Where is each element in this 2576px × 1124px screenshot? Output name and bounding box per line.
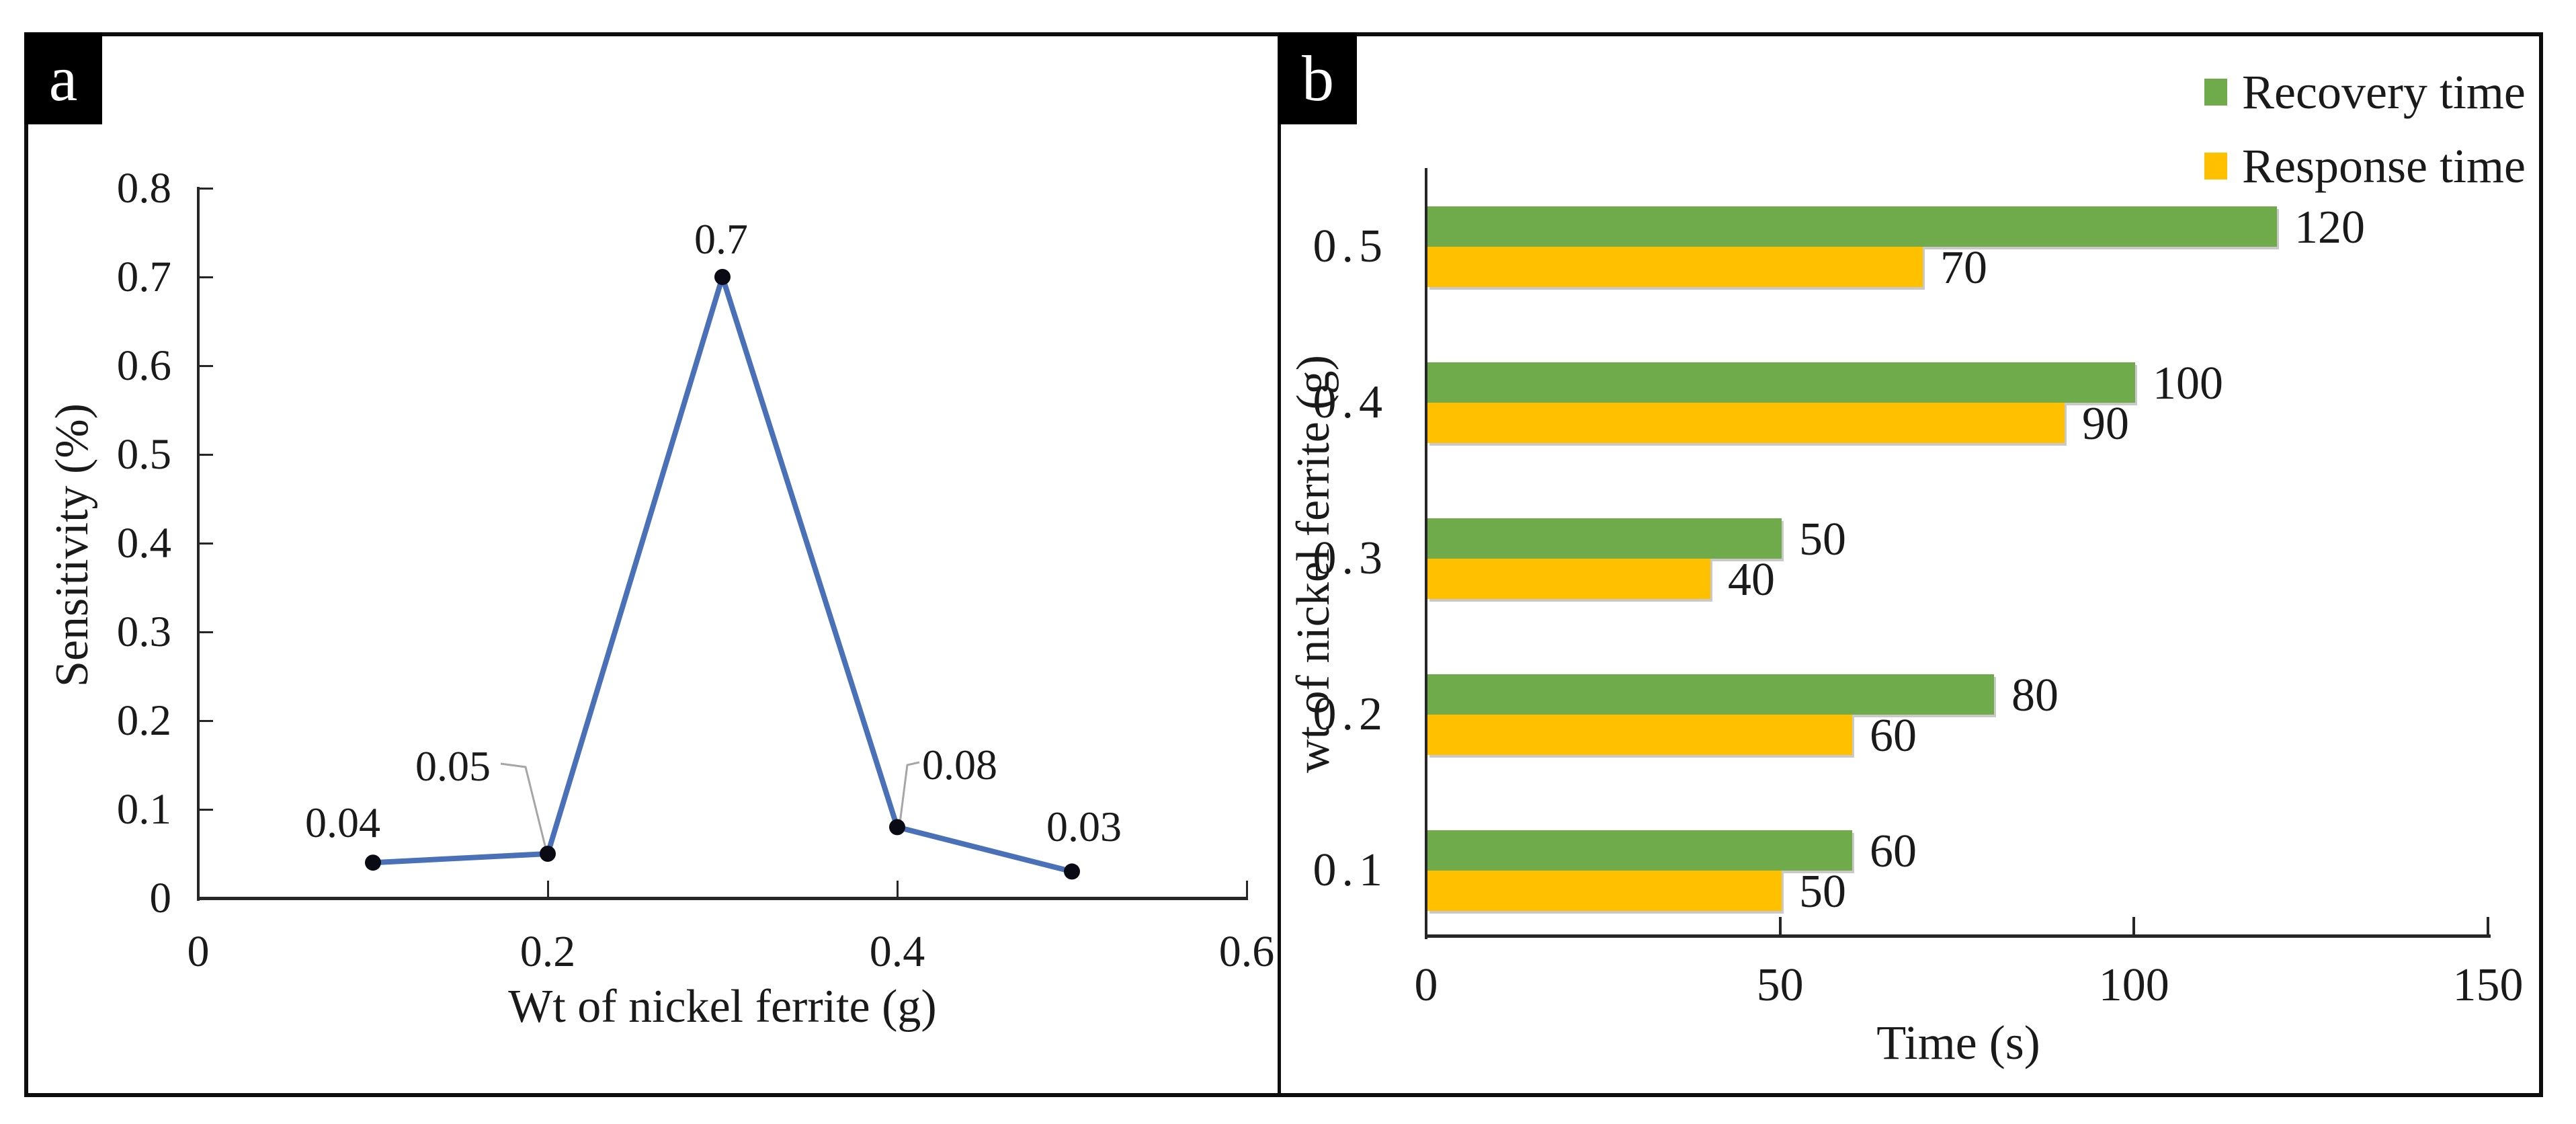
- data-point-marker: [365, 854, 381, 871]
- category-label: 0.1: [1313, 844, 1388, 896]
- y-tick-label: 0: [149, 874, 172, 922]
- response-time-bar: [1427, 871, 1782, 911]
- recovery-time-bar: [1427, 518, 1782, 559]
- y-tick: [200, 542, 213, 545]
- bar-value-label: 90: [2082, 398, 2129, 450]
- x-tick-label: 0: [187, 927, 210, 976]
- y-tick-label: 0.8: [116, 164, 171, 212]
- category-label: 0.5: [1313, 220, 1388, 272]
- response-time-swatch-icon: [2204, 153, 2227, 179]
- bar-value-label: 120: [2294, 202, 2365, 253]
- y-tick-label: 0.7: [116, 253, 171, 301]
- panel-divider: [1278, 32, 1281, 1097]
- panel-b-x-axis-title: Time (s): [1876, 1016, 2040, 1070]
- data-point-marker: [1064, 863, 1080, 880]
- legend-label-recovery-time: Recovery time: [2242, 65, 2526, 119]
- y-tick-label: 0.2: [116, 696, 171, 745]
- legend-label-response-time: Response time: [2242, 139, 2526, 193]
- recovery-time-bar: [1427, 362, 2135, 403]
- point-data-label: 0.05: [415, 742, 491, 790]
- x-tick: [1245, 881, 1248, 898]
- category-label: 0.4: [1313, 376, 1388, 428]
- panel-b-y-axis-line: [1425, 168, 1427, 939]
- x-tick-label: 100: [2098, 959, 2169, 1011]
- data-point-marker: [540, 846, 556, 862]
- y-tick: [200, 719, 213, 722]
- y-tick: [200, 631, 213, 633]
- y-tick: [200, 187, 213, 190]
- point-data-label: 0.08: [922, 741, 997, 789]
- legend-item-response-time: Response time: [2204, 139, 2526, 193]
- category-label: 0.2: [1313, 688, 1388, 740]
- data-point-marker: [714, 269, 731, 285]
- panel-a-x-axis-title: Wt of nickel ferrite (g): [508, 981, 937, 1033]
- x-tick: [2132, 917, 2136, 934]
- category-label: 0.3: [1313, 532, 1388, 584]
- panel-b-y-axis-title: wt of nickel ferrite (g): [1288, 355, 1339, 773]
- bar-value-label: 100: [2153, 358, 2223, 409]
- panel-b-x-axis-line: [1425, 934, 2491, 938]
- x-tick-label: 50: [1756, 959, 1804, 1011]
- response-time-bar: [1427, 247, 1923, 287]
- bar-value-label: 40: [1728, 554, 1775, 606]
- recovery-time-bar: [1427, 674, 1994, 715]
- x-tick: [2486, 917, 2489, 934]
- x-tick: [546, 881, 549, 898]
- data-point-marker: [889, 819, 905, 836]
- y-tick-label: 0.6: [116, 342, 171, 390]
- response-time-bar: [1427, 403, 2065, 443]
- bar-value-label: 50: [1799, 866, 1846, 918]
- y-tick: [200, 364, 213, 367]
- panel-a-y-axis-line: [197, 187, 200, 901]
- x-tick-label: 0.6: [1218, 927, 1275, 976]
- y-tick-label: 0.3: [116, 608, 171, 656]
- bar-value-label: 50: [1799, 514, 1846, 565]
- y-tick: [200, 897, 213, 899]
- x-tick: [1778, 917, 1782, 934]
- legend-item-recovery-time: Recovery time: [2204, 65, 2526, 119]
- recovery-time-bar: [1427, 830, 1852, 871]
- point-data-label: 0.03: [1046, 803, 1122, 850]
- response-time-bar: [1427, 559, 1710, 599]
- x-tick-label: 0: [1414, 959, 1438, 1011]
- point-data-label: 0.7: [694, 215, 748, 263]
- bar-value-label: 80: [2011, 670, 2059, 721]
- panel-a-x-axis-line: [197, 897, 1248, 900]
- response-time-bar: [1427, 715, 1852, 755]
- y-tick: [200, 453, 213, 456]
- y-tick-label: 0.5: [116, 430, 171, 479]
- data-label-leader-line: [500, 762, 547, 849]
- x-tick: [896, 881, 899, 898]
- panel-a-tag: a: [24, 32, 102, 124]
- y-tick: [200, 808, 213, 811]
- bar-value-label: 70: [1940, 242, 1987, 294]
- recovery-time-bar: [1427, 206, 2277, 247]
- y-tick-label: 0.4: [116, 519, 171, 567]
- recovery-time-swatch-icon: [2204, 79, 2227, 106]
- x-tick-label: 150: [2452, 959, 2524, 1011]
- bar-value-label: 60: [1870, 826, 1917, 877]
- x-tick-label: 0.4: [869, 927, 925, 976]
- bar-value-label: 60: [1870, 710, 1917, 762]
- y-tick-label: 0.1: [116, 785, 171, 834]
- panel-b-tag: b: [1279, 32, 1357, 124]
- y-tick: [200, 276, 213, 278]
- x-tick-label: 0.2: [520, 927, 576, 976]
- data-label-leader-line: [899, 761, 920, 824]
- point-data-label: 0.04: [305, 799, 380, 846]
